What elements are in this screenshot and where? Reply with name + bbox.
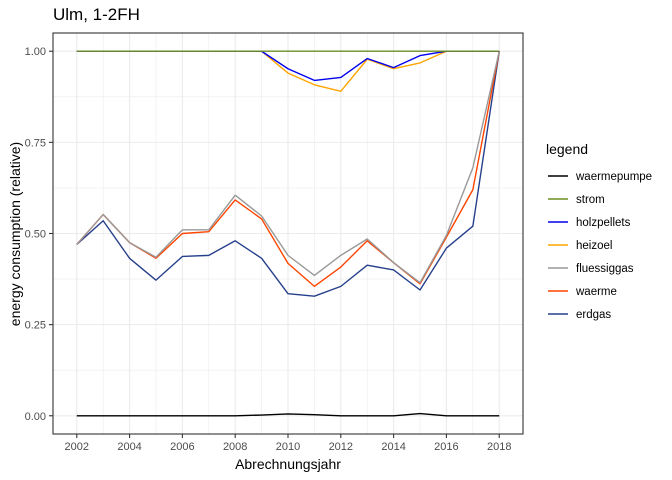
- x-tick-label: 2014: [381, 441, 405, 453]
- legend-label-heizoel: heizoel: [576, 240, 612, 252]
- legend-label-fluessiggas: fluessiggas: [576, 263, 634, 275]
- legend-label-erdgas: erdgas: [576, 309, 611, 321]
- y-tick-label: 0.25: [25, 320, 46, 332]
- x-axis: 2002 2004 2006 2008 2010 2012 2014 2016 2018: [65, 434, 511, 453]
- x-tick-label: 2012: [329, 441, 353, 453]
- series-lines: [76, 50, 500, 417]
- series-line-waermepumpe: [76, 412, 500, 417]
- series-line-erdgas: [76, 51, 500, 297]
- y-axis-title: energy consumption (relative): [7, 142, 23, 326]
- x-tick-label: 2008: [223, 441, 247, 453]
- x-tick-label: 2002: [65, 441, 89, 453]
- y-tick-label: 1.00: [25, 46, 46, 58]
- y-axis: 0.00 0.25 0.50 0.75 1.00: [25, 46, 53, 423]
- y-tick-label: 0.00: [25, 411, 46, 423]
- legend-label-strom: strom: [576, 194, 605, 206]
- y-tick-label: 0.75: [25, 137, 46, 149]
- legend-label-waerme: waerme: [575, 286, 617, 298]
- legend-label-waermepumpe: waermepumpe: [575, 171, 652, 183]
- x-tick-label: 2006: [170, 441, 194, 453]
- x-tick-label: 2004: [117, 441, 141, 453]
- legend-label-holzpellets: holzpellets: [576, 217, 631, 229]
- major-gridlines: [53, 33, 523, 434]
- x-tick-label: 2016: [434, 441, 458, 453]
- y-tick-label: 0.50: [25, 229, 46, 241]
- x-tick-label: 2010: [276, 441, 300, 453]
- legend-title: legend: [546, 141, 588, 157]
- x-tick-label: 2018: [487, 441, 511, 453]
- chart-title: Ulm, 1-2FH: [53, 5, 140, 24]
- series-line-fluessiggas: [76, 51, 500, 284]
- x-axis-title: Abrechnungsjahr: [235, 456, 341, 472]
- legend: legend waermepumpe strom holzpellets heizoe…: [546, 141, 652, 321]
